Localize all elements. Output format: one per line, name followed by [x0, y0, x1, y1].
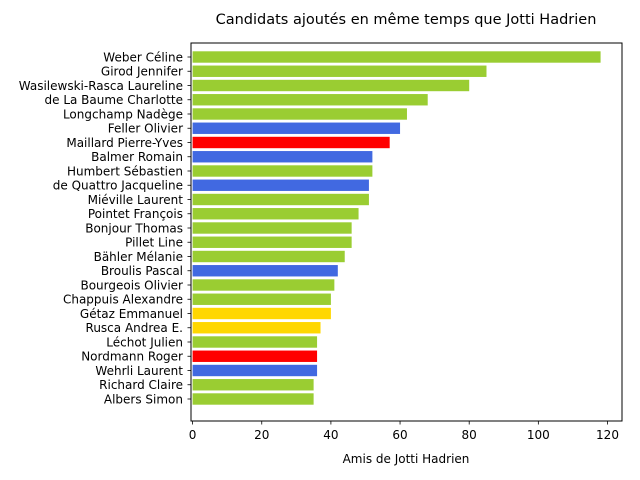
bar [192, 208, 359, 220]
category-label: Maillard Pierre-Yves [66, 136, 183, 150]
bar [192, 136, 390, 149]
category-label: Bähler Mélanie [94, 250, 183, 264]
bar [192, 122, 401, 134]
bar [192, 165, 373, 177]
category-label: Balmer Romain [91, 150, 183, 164]
bar [192, 279, 335, 291]
bar [192, 293, 331, 305]
bar [192, 108, 407, 120]
bar [192, 322, 321, 334]
category-label: Albers Simon [104, 392, 183, 406]
category-label: Chappuis Alexandre [63, 293, 183, 307]
bar [192, 65, 487, 77]
category-label: Feller Olivier [108, 122, 183, 136]
category-label: Pointet François [88, 207, 183, 221]
bar [192, 393, 314, 405]
bar [192, 265, 338, 277]
category-label: Miéville Laurent [88, 193, 184, 207]
category-label: Rusca Andrea E. [86, 321, 183, 335]
bar [192, 79, 470, 92]
bar [192, 51, 601, 63]
category-label: Longchamp Nadège [63, 107, 183, 121]
axes-frame [190, 42, 623, 422]
bar [192, 193, 369, 206]
x-tick-label: 20 [254, 428, 269, 442]
x-tick-label: 0 [189, 428, 197, 442]
category-label: Humbert Sébastien [67, 164, 183, 178]
category-label: Richard Claire [99, 378, 183, 392]
category-label: de Quattro Jacqueline [53, 179, 183, 193]
category-label: Léchot Julien [106, 335, 183, 349]
bar [192, 250, 345, 263]
bar [192, 364, 318, 377]
x-tick-label: 120 [596, 428, 619, 442]
category-label: Wasilewski-Rasca Laureline [19, 79, 183, 93]
bar [192, 307, 331, 320]
bar [192, 151, 373, 163]
x-ticks-group: 0 20 40 60 80 100 120 [189, 421, 619, 442]
bars-group [192, 51, 601, 405]
bar [192, 336, 318, 348]
chart-title: Candidats ajoutés en même temps que Jott… [216, 12, 597, 28]
bar [192, 236, 352, 248]
category-label: Gétaz Emmanuel [80, 307, 183, 321]
x-tick-label: 80 [462, 428, 477, 442]
bar [192, 179, 369, 191]
category-label: Broulis Pascal [101, 264, 183, 278]
bar [192, 379, 314, 391]
bar [192, 94, 428, 106]
category-label: Nordmann Roger [81, 350, 183, 364]
x-tick-label: 100 [527, 428, 550, 442]
category-label: Pillet Line [125, 236, 183, 250]
x-axis-label: Amis de Jotti Hadrien [343, 452, 470, 466]
category-label: Girod Jennifer [101, 65, 183, 79]
x-tick-label: 40 [323, 428, 338, 442]
category-label: Weber Céline [103, 50, 183, 64]
x-tick-label: 60 [392, 428, 407, 442]
category-label: Wehrli Laurent [95, 364, 183, 378]
category-label: Bourgeois Olivier [80, 278, 183, 292]
category-label: Bonjour Thomas [85, 221, 183, 235]
bar [192, 222, 352, 234]
category-label: de La Baume Charlotte [45, 93, 184, 107]
bar [192, 350, 318, 362]
